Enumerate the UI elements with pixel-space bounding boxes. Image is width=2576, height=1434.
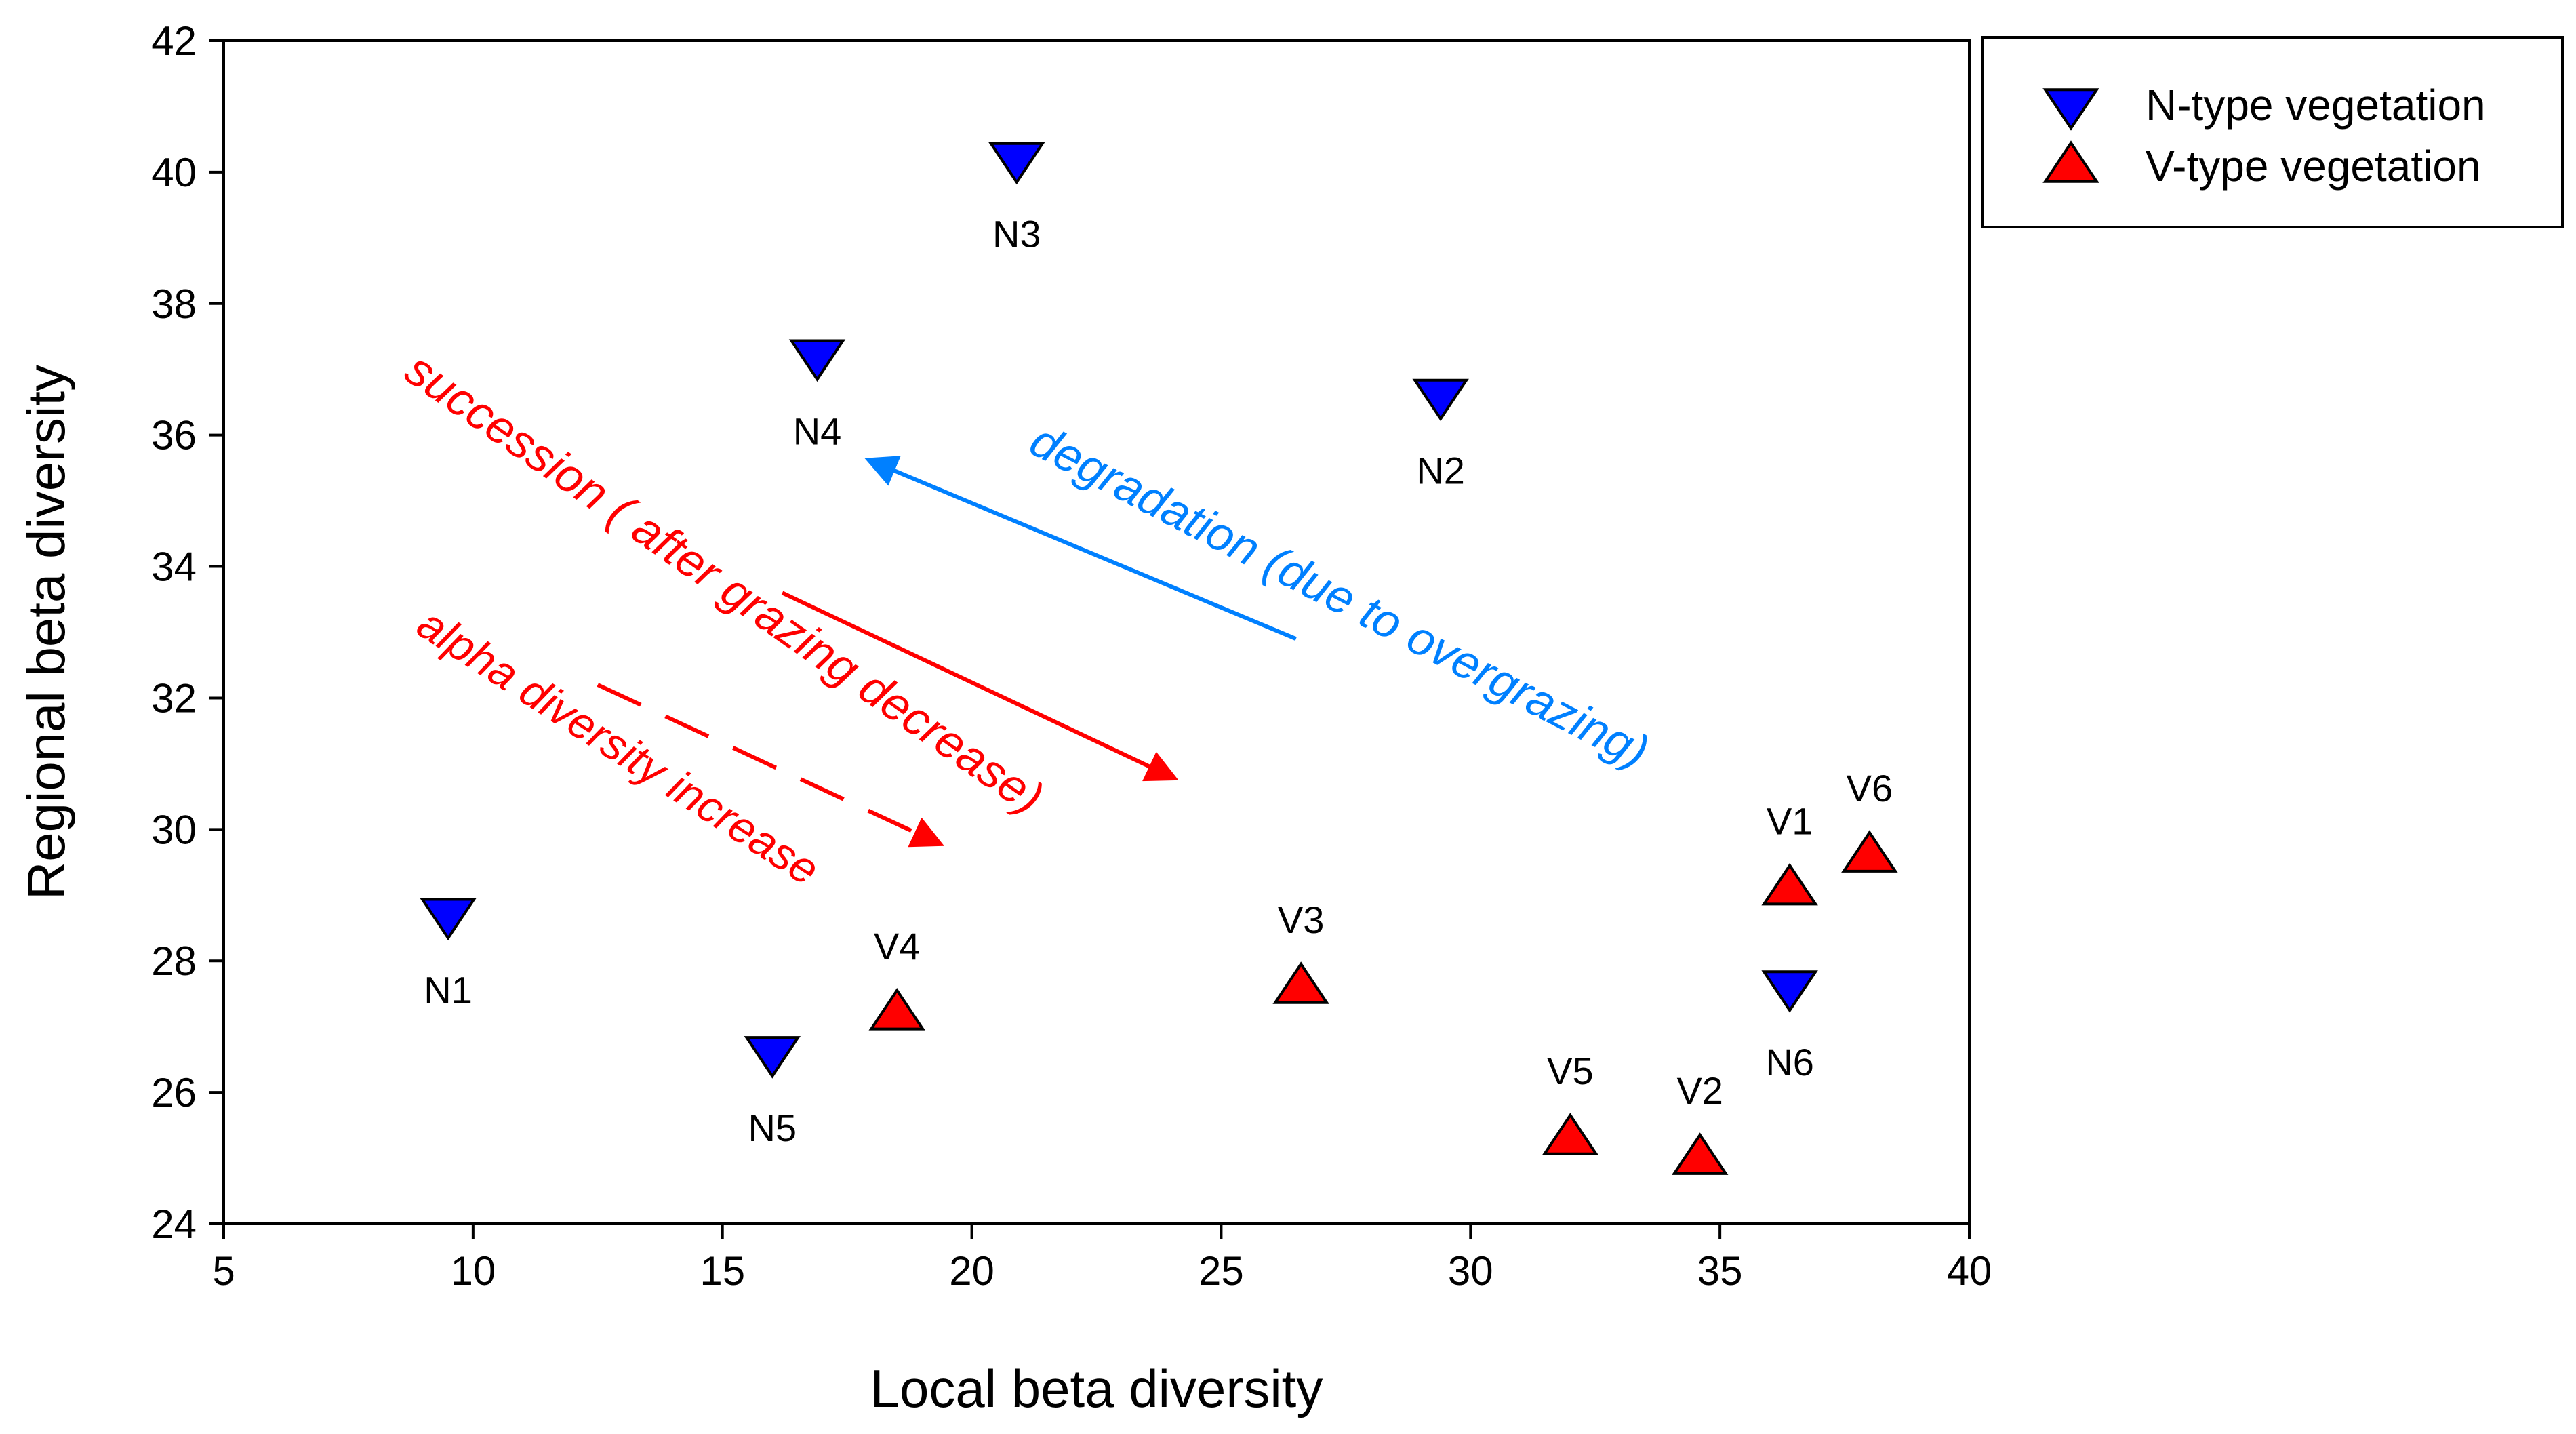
point-label-n6: N6: [1765, 1041, 1814, 1083]
y-tick-label: 40: [151, 150, 197, 195]
point-label-n4: N4: [793, 410, 842, 452]
legend-box: [1981, 36, 2564, 228]
succession-annotation: succession ( after grazing decrease): [396, 342, 1053, 824]
point-label-v6: V6: [1847, 767, 1893, 810]
point-v1: [1761, 862, 1818, 906]
plot-frame: [222, 39, 1971, 1225]
point-n1: [420, 898, 477, 941]
degradation-arrow: [864, 456, 1297, 641]
y-tick-label: 28: [151, 938, 197, 984]
x-tick-label: 40: [1947, 1248, 1992, 1294]
alpha-diversity-arrow: [597, 683, 944, 848]
succession-arrow: [781, 591, 1179, 782]
legend-swatch-n-type: [2042, 88, 2099, 131]
point-label-n1: N1: [424, 968, 472, 1011]
point-v4: [868, 987, 925, 1031]
point-label-v4: V4: [874, 925, 921, 968]
y-axis-title: Regional beta diversity: [16, 365, 76, 900]
y-tick-label: 36: [151, 413, 197, 458]
y-tick-label: 30: [151, 807, 197, 852]
point-v6: [1841, 830, 1898, 873]
point-n4: [788, 339, 846, 382]
point-label-n2: N2: [1416, 450, 1465, 492]
legend-swatch-v-type: [2042, 140, 2099, 183]
point-n3: [988, 142, 1045, 185]
x-tick-label: 10: [450, 1248, 496, 1294]
legend-label-n-type: N-type vegetation: [2146, 81, 2486, 130]
x-tick-label: 5: [212, 1248, 235, 1294]
y-tick-label: 38: [151, 281, 197, 327]
point-label-v1: V1: [1767, 800, 1813, 843]
point-label-v3: V3: [1278, 898, 1325, 941]
point-v5: [1542, 1113, 1599, 1155]
point-v3: [1272, 961, 1329, 1004]
point-label-v2: V2: [1676, 1069, 1723, 1112]
point-label-v5: V5: [1547, 1050, 1594, 1092]
point-v2: [1671, 1132, 1729, 1175]
y-tick-label: 34: [151, 544, 197, 590]
point-label-n5: N5: [748, 1107, 797, 1149]
point-label-n3: N3: [992, 213, 1041, 256]
degradation-annotation: degradation (due to overgrazing): [1022, 414, 1657, 778]
legend-label-v-type: V-type vegetation: [2146, 142, 2481, 191]
y-tick-label: 24: [151, 1201, 197, 1247]
x-tick-label: 25: [1199, 1248, 1244, 1294]
y-tick-label: 32: [151, 675, 197, 721]
x-tick-label: 15: [700, 1248, 745, 1294]
point-n5: [744, 1036, 801, 1079]
y-tick-label: 42: [151, 18, 197, 64]
y-tick-label: 26: [151, 1070, 197, 1115]
x-axis-title: Local beta diversity: [870, 1359, 1323, 1418]
x-tick-label: 20: [949, 1248, 994, 1294]
x-tick-label: 30: [1448, 1248, 1493, 1294]
point-n2: [1412, 378, 1469, 422]
point-n6: [1761, 970, 1818, 1013]
x-tick-label: 35: [1697, 1248, 1743, 1294]
